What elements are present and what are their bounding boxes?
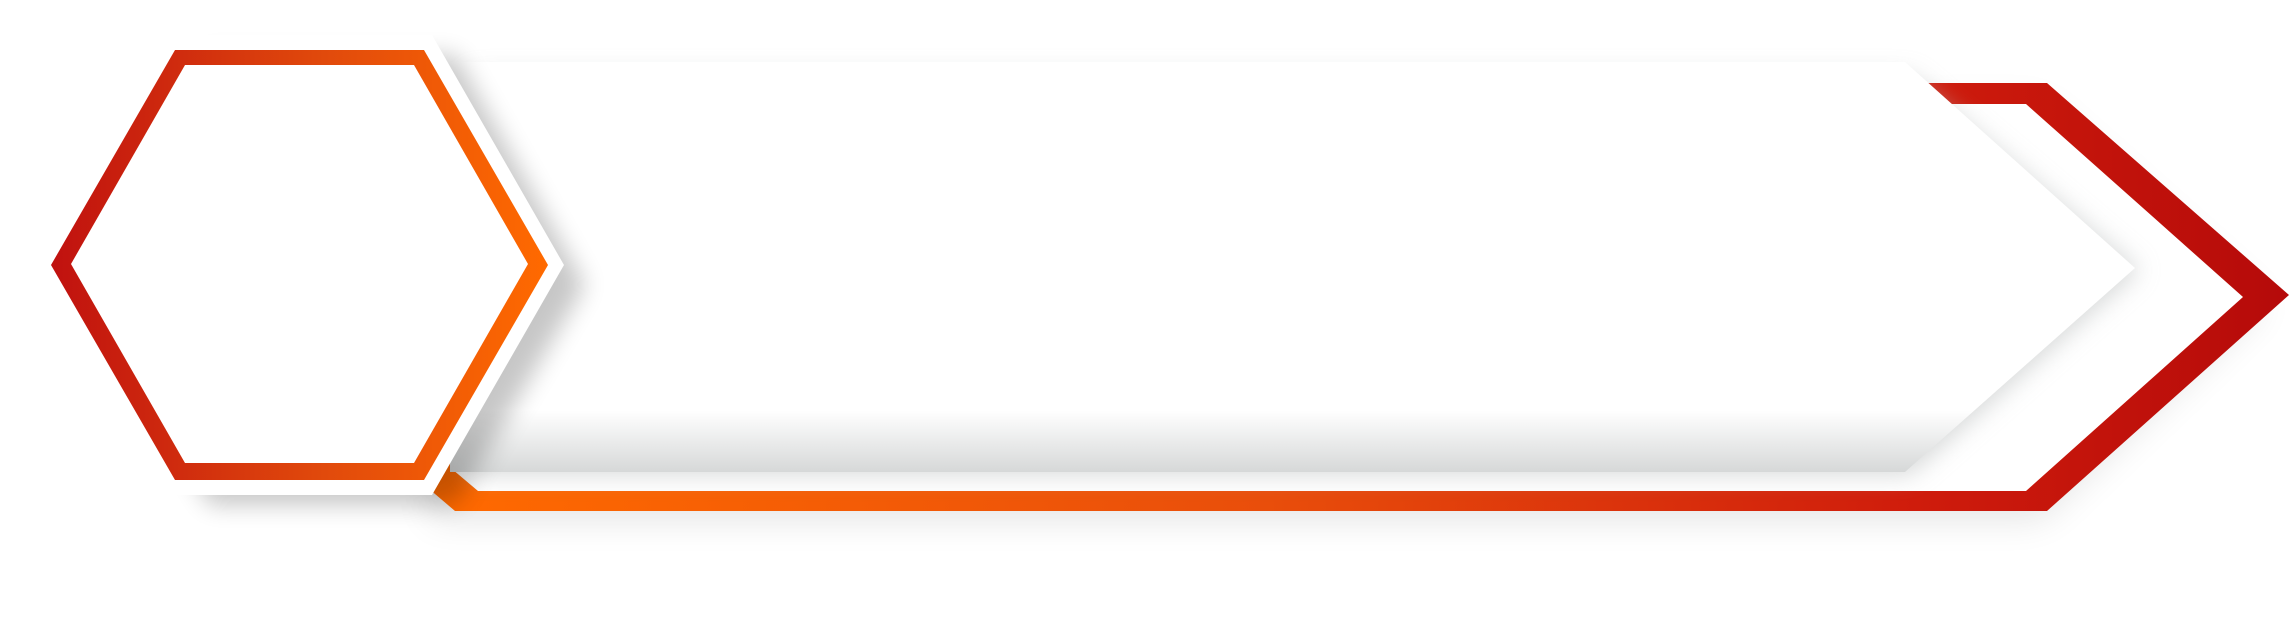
hexagon-face — [71, 65, 528, 463]
arrow-inner-panel — [450, 62, 2135, 472]
